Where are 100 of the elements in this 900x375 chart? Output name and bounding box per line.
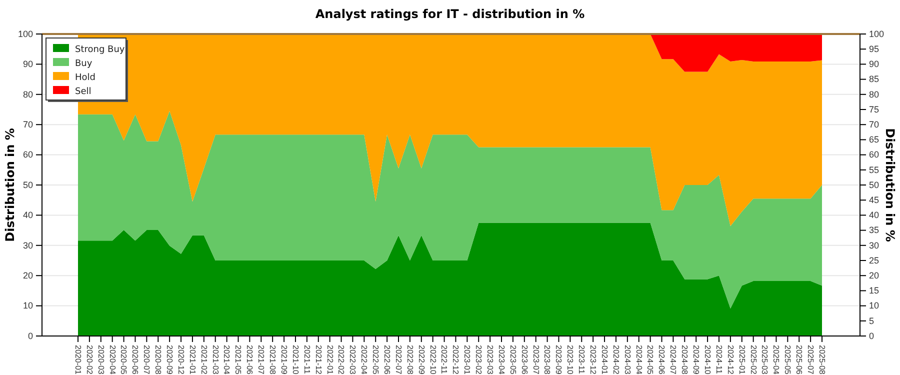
x-tick-label: 2025-05: [783, 345, 792, 375]
y2-tick-label: 75: [869, 104, 880, 114]
x-tick-label: 2020-08: [154, 345, 163, 375]
x-tick-label: 2024-08: [680, 345, 690, 375]
y2-tick-label: 50: [869, 180, 880, 190]
y2-axis-title: Distribution in %: [883, 128, 897, 242]
x-tick-label: 2023-01: [462, 345, 472, 375]
y-tick-label: 80: [22, 89, 33, 100]
x-tick-label: 2021-09: [279, 345, 288, 375]
x-tick-label: 2022-06: [382, 345, 392, 375]
x-tick-label: 2022-04: [360, 345, 369, 375]
y-tick-label: 30: [22, 240, 33, 250]
y2-tick-label: 25: [869, 255, 880, 266]
y2-tick-label: 85: [869, 74, 880, 84]
chart-title: Analyst ratings for IT - distribution in %: [315, 7, 585, 21]
y2-tick-label: 80: [869, 89, 880, 100]
y-tick-label: 40: [22, 210, 33, 220]
x-tick-label: 2020-01: [73, 345, 82, 375]
x-tick-label: 2023-05: [508, 345, 518, 375]
x-tick-label: 2021-05: [234, 345, 243, 375]
x-tick-label: 2022-10: [428, 345, 438, 375]
x-tick-label: 2020-04: [108, 345, 117, 375]
x-tick-label: 2022-11: [440, 345, 449, 374]
x-tick-label: 2024-04: [634, 345, 644, 375]
y2-tick-label: 60: [869, 150, 880, 160]
x-tick-label: 2023-06: [520, 345, 529, 375]
x-tick-label: 2023-10: [566, 345, 575, 375]
legend-label: Strong Buy: [75, 45, 126, 55]
legend-label: Buy: [75, 59, 93, 69]
y-tick-label: 100: [18, 28, 33, 39]
y2-tick-label: 70: [869, 119, 880, 130]
x-tick-label: 2022-07: [394, 345, 403, 375]
y2-tick-label: 10: [869, 300, 880, 311]
legend-label: Hold: [75, 73, 96, 83]
x-tick-label: 2024-12: [726, 345, 735, 375]
y2-tick-label: 100: [869, 28, 884, 39]
x-tick-label: 2020-03: [96, 345, 106, 375]
x-tick-label: 2024-11: [714, 345, 724, 374]
x-tick-label: 2023-03: [486, 345, 494, 375]
x-tick-label: 2024-03: [622, 345, 632, 375]
x-tick-label: 2022-03: [348, 345, 358, 375]
x-tick-label: 2020-12: [176, 345, 186, 375]
x-tick-label: 2025-07: [806, 345, 815, 375]
x-tick-label: 2021-07: [256, 345, 266, 375]
x-tick-label: 2021-12: [314, 345, 323, 375]
y2-tick-label: 45: [869, 194, 880, 205]
y2-tick-label: 40: [869, 210, 880, 220]
y2-tick-label: 95: [869, 44, 880, 54]
y2-tick-label: 20: [869, 270, 880, 280]
x-tick-label: 2024-05: [646, 345, 655, 375]
y-tick-label: 20: [22, 270, 33, 280]
x-tick-label: 2025-04: [772, 345, 781, 375]
y-tick-label: 10: [22, 300, 33, 311]
x-tick-label: 2023-12: [588, 345, 598, 375]
x-tick-label: 2020-06: [130, 345, 140, 375]
x-tick-label: 2023-11: [577, 345, 586, 374]
x-tick-label: 2022-12: [451, 345, 460, 375]
y-tick-label: 70: [22, 119, 33, 130]
x-tick-label: 2023-09: [554, 345, 564, 375]
x-tick-label: 2021-06: [245, 345, 254, 375]
y-axis-title: Distribution in %: [3, 128, 17, 242]
y2-tick-label: 0: [869, 330, 874, 341]
x-tick-label: 2021-04: [222, 345, 232, 375]
x-tick-label: 2024-02: [611, 345, 620, 375]
y2-tick-label: 35: [869, 225, 880, 236]
x-tick-label: 2022-09: [416, 345, 426, 375]
x-tick-label: 2021-03: [210, 345, 220, 375]
x-tick-label: 2023-08: [542, 345, 552, 375]
x-tick-label: 2023-07: [531, 345, 540, 375]
x-tick-label: 2021-10: [290, 345, 300, 375]
x-tick-label: 2020-07: [142, 345, 152, 375]
x-tick-label: 2021-01: [188, 345, 197, 375]
x-tick-label: 2021-02: [199, 345, 208, 375]
x-tick-label: 2022-01: [325, 345, 334, 375]
x-tick-label: 2024-06: [657, 345, 666, 375]
x-tick-label: 2022-05: [371, 345, 380, 375]
y2-tick-label: 65: [869, 134, 880, 145]
legend-label: Sell: [75, 87, 92, 97]
y2-tick-label: 30: [869, 240, 880, 250]
x-tick-label: 2023-04: [496, 345, 506, 375]
x-tick-label: 2020-05: [119, 345, 128, 375]
x-tick-label: 2024-10: [702, 345, 712, 375]
x-tick-label: 2023-02: [474, 345, 484, 375]
y-tick-label: 90: [22, 59, 33, 70]
x-tick-label: 2024-07: [668, 345, 678, 375]
x-tick-label: 2024-01: [600, 345, 609, 375]
y-tick-label: 60: [22, 150, 33, 160]
x-tick-label: 2022-02: [336, 345, 346, 375]
y2-tick-label: 15: [869, 286, 880, 296]
x-tick-label: 2025-06: [794, 345, 804, 375]
x-tick-label: 2020-09: [165, 345, 174, 375]
x-tick-label: 2021-08: [268, 345, 278, 375]
x-tick-label: 2020-02: [84, 345, 94, 375]
y2-tick-label: 90: [869, 59, 880, 70]
x-tick-label: 2024-09: [692, 345, 701, 375]
x-tick-label: 2025-08: [817, 345, 826, 375]
y2-tick-label: 55: [869, 164, 880, 175]
y-tick-label: 50: [22, 180, 33, 190]
x-tick-label: 2025-02: [748, 345, 758, 375]
x-tick-label: 2021-11: [302, 345, 312, 374]
